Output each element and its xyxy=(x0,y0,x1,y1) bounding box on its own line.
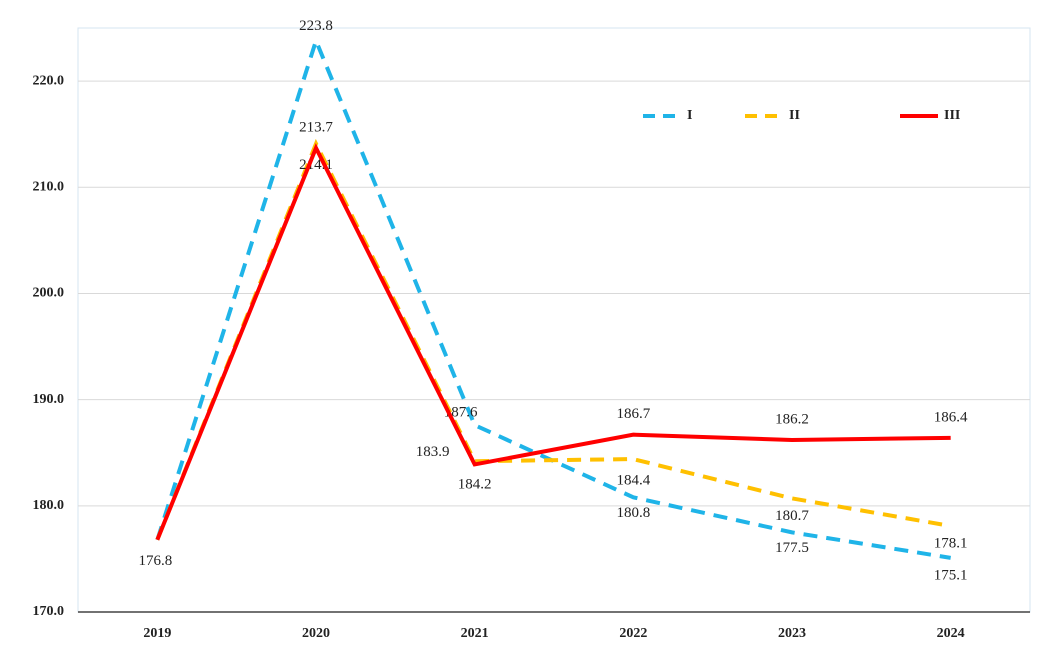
y-tick-label: 170.0 xyxy=(33,604,65,619)
data-label: 180.7 xyxy=(775,508,809,524)
data-label: 223.8 xyxy=(299,18,333,34)
data-label: 213.7 xyxy=(299,119,333,135)
y-tick-label: 180.0 xyxy=(33,498,65,513)
data-label: 177.5 xyxy=(775,540,809,556)
data-label: 186.2 xyxy=(775,411,809,427)
x-tick-label: 2019 xyxy=(143,626,171,641)
y-tick-label: 210.0 xyxy=(33,179,65,194)
data-label: 186.7 xyxy=(616,406,650,422)
data-label: 178.1 xyxy=(934,535,968,551)
legend-label: I xyxy=(687,108,692,123)
series-line xyxy=(155,143,951,541)
x-tick-label: 2022 xyxy=(619,626,647,641)
data-label: 184.2 xyxy=(458,477,492,493)
series-line xyxy=(155,34,951,560)
data-label: 180.8 xyxy=(616,505,650,521)
data-label: 183.9 xyxy=(416,444,450,460)
data-label: 176.8 xyxy=(138,553,172,569)
x-tick-label: 2023 xyxy=(778,626,806,641)
series-line xyxy=(155,138,952,541)
legend-label: III xyxy=(944,108,960,123)
data-label: 184.4 xyxy=(616,473,650,489)
y-tick-label: 190.0 xyxy=(33,392,65,407)
x-tick-label: 2024 xyxy=(937,626,965,641)
legend-label: II xyxy=(789,108,800,123)
y-tick-label: 200.0 xyxy=(33,286,65,301)
y-tick-label: 220.0 xyxy=(33,73,65,88)
x-tick-label: 2020 xyxy=(302,626,330,641)
plot-area xyxy=(77,27,1031,613)
x-tick-label: 2021 xyxy=(461,626,489,641)
data-label: 186.4 xyxy=(934,409,968,425)
data-label: 175.1 xyxy=(934,567,968,583)
